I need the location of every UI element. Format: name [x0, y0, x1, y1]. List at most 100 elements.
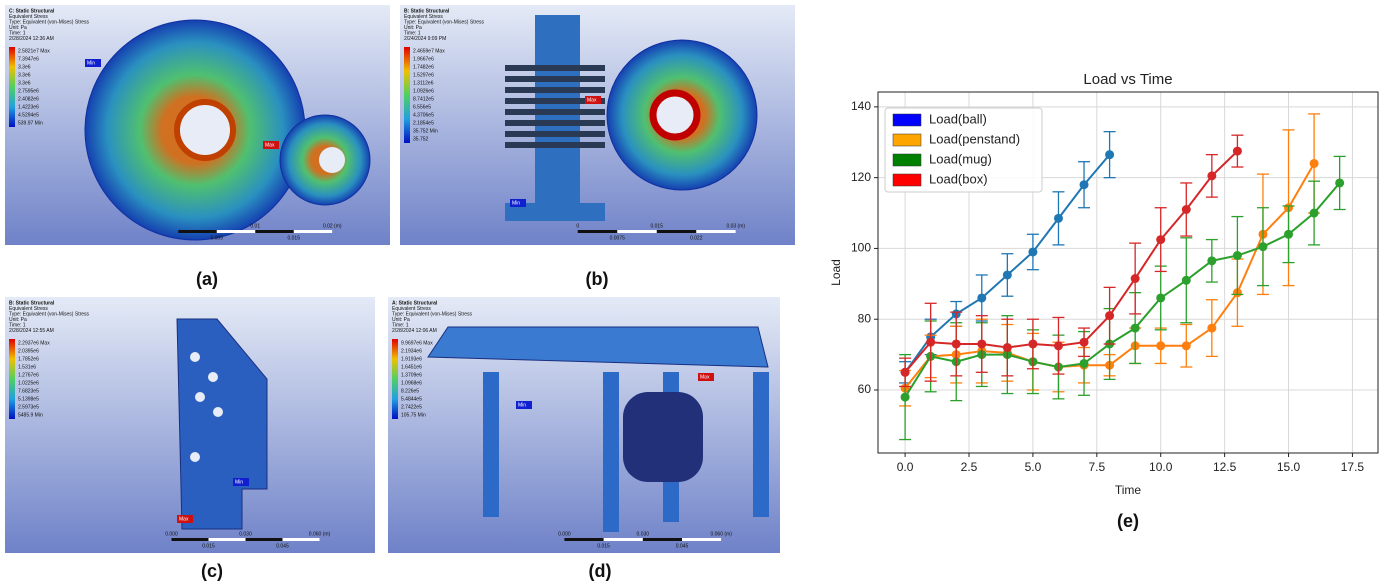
motor	[623, 392, 703, 482]
scale-label: 0.015	[287, 235, 300, 241]
legend-value: 7.6823e5	[18, 388, 39, 394]
point	[1003, 343, 1012, 352]
stress-scale	[392, 339, 398, 419]
point	[1156, 235, 1165, 244]
point	[901, 393, 910, 402]
leg	[753, 372, 769, 517]
scale-bar-seg	[696, 230, 736, 233]
scale-label: 0.015	[597, 543, 610, 549]
scale-bar-seg	[283, 538, 320, 541]
x-tick-label: 0.0	[897, 460, 914, 474]
point	[1156, 341, 1165, 350]
legend-value: 35.752 Min	[413, 128, 438, 134]
legend-value: 4.3706e5	[413, 112, 434, 118]
worm-thread	[505, 87, 605, 93]
legend-label: Load(box)	[929, 171, 988, 186]
x-tick-label: 10.0	[1149, 460, 1173, 474]
scale-label: 0.0075	[610, 235, 626, 241]
panel-header: 2/24/2024 9:09 PM	[404, 36, 446, 42]
point	[1207, 171, 1216, 180]
stress-scale	[9, 339, 15, 419]
probe-label: Min	[512, 200, 520, 206]
worm-thread	[505, 109, 605, 115]
scale-bar-seg	[294, 230, 333, 233]
probe-label: Max	[265, 142, 275, 148]
y-axis-label: Load	[829, 259, 843, 286]
legend-value: 1.7482e6	[413, 64, 434, 70]
y-tick-label: 140	[851, 99, 871, 113]
legend-value: 35.752	[413, 136, 429, 142]
point	[1003, 270, 1012, 279]
legend-value: 5.4844e5	[401, 396, 422, 402]
panel-label: (c)	[201, 561, 223, 581]
legend-value: 2.1934e6	[401, 348, 422, 354]
fea-panel: B: Static StructuralEquivalent StressTyp…	[400, 5, 795, 245]
scale-label: 0.000	[558, 531, 571, 537]
legend-value: 2.7595e6	[18, 88, 39, 94]
stress-scale	[404, 47, 410, 143]
probe-label: Min	[518, 402, 526, 408]
legend-value: 2.5821e7 Max	[18, 48, 50, 54]
point	[1156, 293, 1165, 302]
point	[1080, 359, 1089, 368]
scale-bar-seg	[217, 230, 256, 233]
point	[1233, 251, 1242, 260]
legend-value: 6.556e5	[413, 104, 431, 110]
scale-bar-seg	[209, 538, 246, 541]
stress-scale	[9, 47, 15, 127]
legend-value: 2.2937e6 Max	[18, 340, 50, 346]
x-tick-label: 15.0	[1277, 460, 1301, 474]
bolt-hole	[190, 352, 200, 362]
legend-value: 3.3e6	[18, 64, 31, 70]
panel-label: (e)	[1117, 511, 1139, 531]
legend-value: 3.3e6	[18, 80, 31, 86]
probe-label: Max	[587, 97, 597, 103]
legend-swatch	[893, 154, 921, 166]
y-tick-label: 100	[851, 241, 871, 255]
legend-value: 2.5973e5	[18, 404, 39, 410]
chart-title: Load vs Time	[1083, 71, 1172, 88]
x-axis-label: Time	[1115, 483, 1142, 497]
legend-swatch	[893, 134, 921, 146]
scale-label: 0.015	[202, 543, 215, 549]
legend-value: 1.531e6	[18, 364, 36, 370]
probe-label: Max	[179, 516, 189, 522]
legend-value: 2.4082e6	[18, 96, 39, 102]
bolt-hole	[195, 392, 205, 402]
legend-value: 5.1398e5	[18, 396, 39, 402]
point	[1080, 338, 1089, 347]
legend-value: 3.3e6	[18, 72, 31, 78]
legend-value: 539.97 Min	[18, 120, 43, 126]
legend-value: 1.4223e6	[18, 104, 39, 110]
worm-thread	[505, 65, 605, 71]
point	[1207, 256, 1216, 265]
legend-value: 2.4659e7 Max	[413, 48, 445, 54]
legend-label: Load(mug)	[929, 151, 992, 166]
panel-label: (a)	[196, 269, 218, 289]
point	[977, 339, 986, 348]
point	[1131, 274, 1140, 283]
point	[1182, 205, 1191, 214]
point	[1258, 242, 1267, 251]
point	[1105, 150, 1114, 159]
bolt-hole	[208, 372, 218, 382]
legend-value: 1.9667e6	[413, 56, 434, 62]
scale-label: 0.022	[690, 235, 703, 241]
bolt-hole	[213, 407, 223, 417]
point	[1310, 159, 1319, 168]
legend-label: Load(penstand)	[929, 131, 1020, 146]
probe-label: Min	[235, 479, 243, 485]
scale-label: 0.045	[276, 543, 289, 549]
point	[1080, 180, 1089, 189]
legend-value: 2.7422e5	[401, 404, 422, 410]
legend-value: 1.0968e6	[401, 380, 422, 386]
legend-value: 7.3947e6	[18, 56, 39, 62]
scale-label: 0.060 (m)	[710, 531, 732, 537]
panel-header: 2/28/2024 12:36 AM	[9, 36, 54, 42]
legend-value: 1.0926e6	[413, 88, 434, 94]
point	[952, 339, 961, 348]
scale-label: 0.01	[250, 223, 260, 229]
point	[1233, 147, 1242, 156]
legend-value: 1.0225e6	[18, 380, 39, 386]
